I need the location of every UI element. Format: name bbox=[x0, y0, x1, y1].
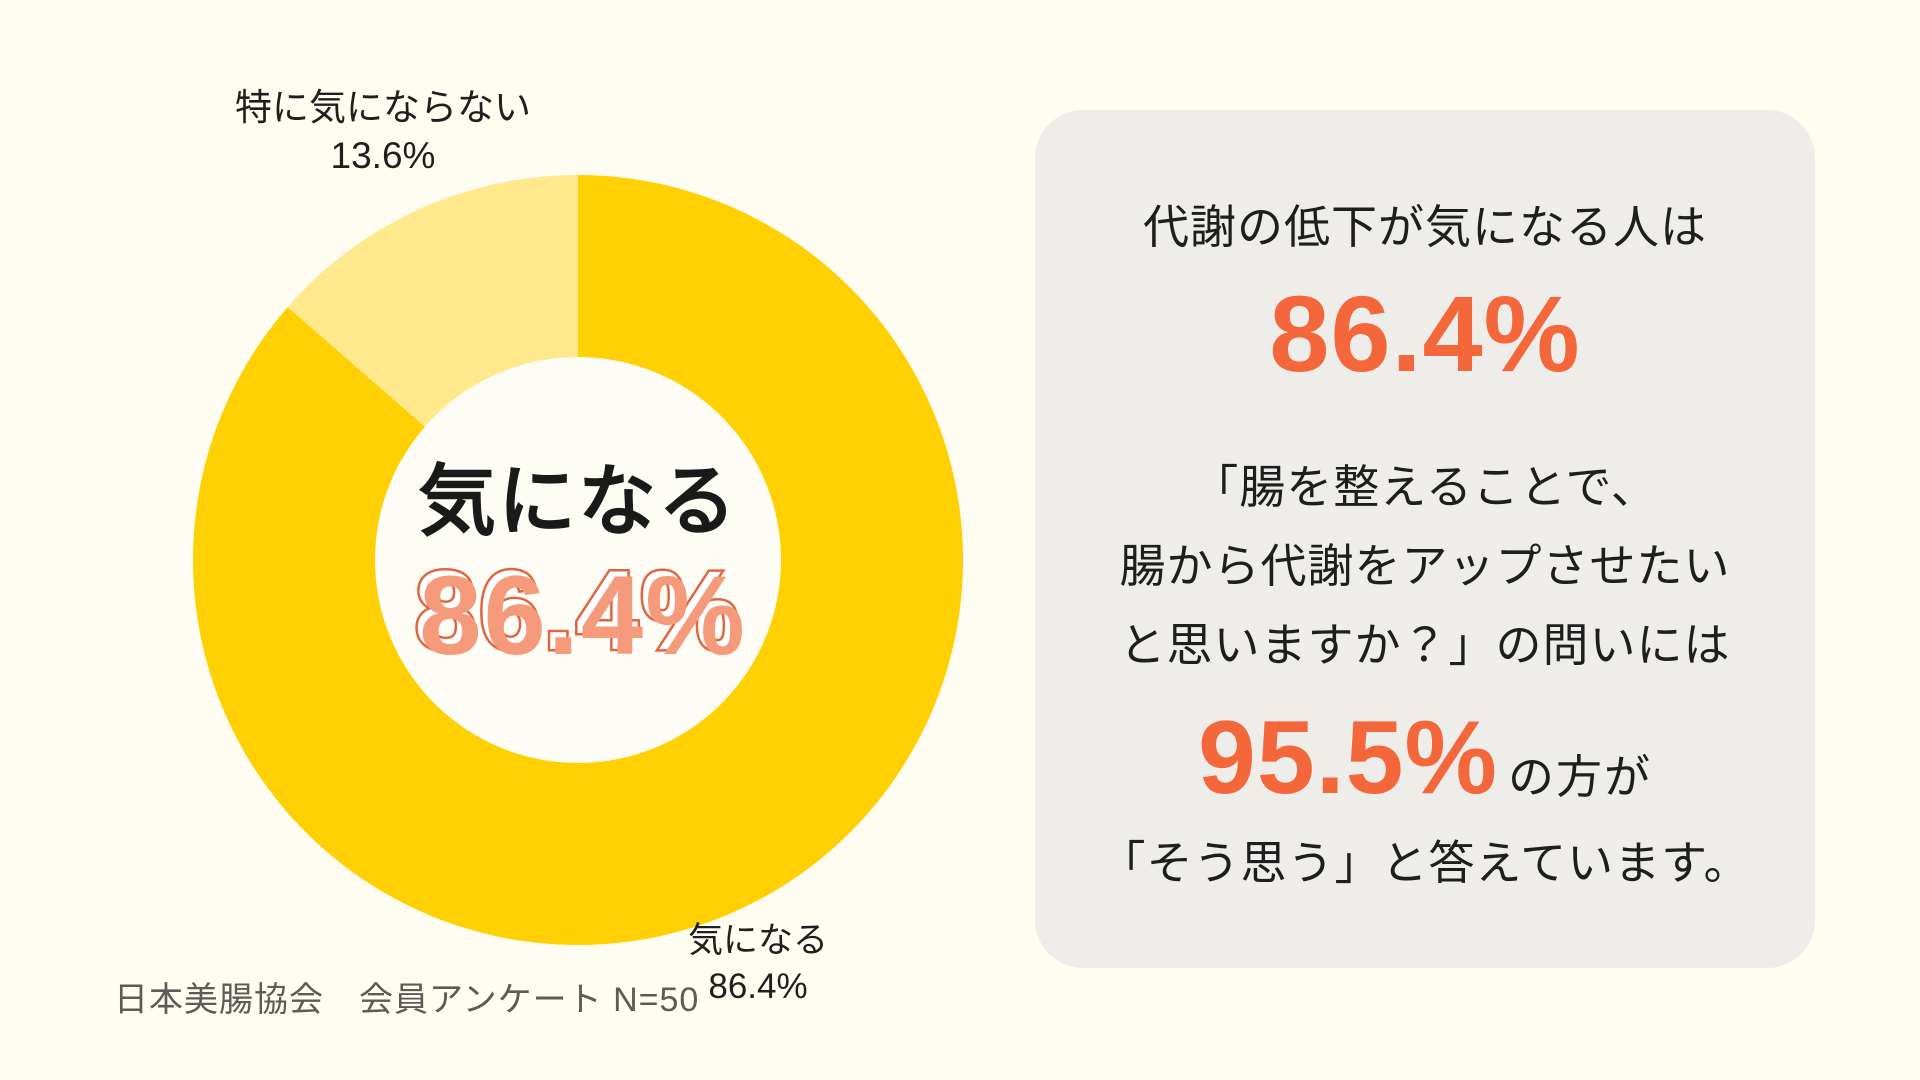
card-stat-suffix: の方が bbox=[1507, 751, 1652, 804]
donut-hole: 気になる 86.4% 86.4% bbox=[375, 357, 781, 763]
card-question-line-1: 「腸を整えることで、 bbox=[1192, 460, 1658, 513]
card-intro-text: 代謝の低下が気になる人は bbox=[1143, 201, 1707, 253]
donut-center-value-outline: 86.4% bbox=[412, 547, 743, 673]
slice-label-not-concerned: 特に気にならない 13.6% bbox=[223, 84, 543, 180]
survey-source-note: 日本美腸協会 会員アンケート N=50 bbox=[114, 981, 700, 1019]
slice-label-not-concerned-value: 13.6% bbox=[330, 135, 436, 177]
card-conclusion-text: 「そう思う」と答えています。 bbox=[1099, 836, 1751, 889]
slice-label-concerned-value: 86.4% bbox=[708, 966, 808, 1006]
card-question-text: 「腸を整えることで、 腸から代謝をアップさせたい と思いますか？」の問いには bbox=[1120, 448, 1731, 685]
donut-center-title: 気になる bbox=[417, 457, 738, 546]
slice-label-not-concerned-text: 特に気にならない bbox=[235, 87, 531, 128]
summary-card: 代謝の低下が気になる人は 86.4% 「腸を整えることで、 腸から代謝をアップさ… bbox=[1035, 110, 1815, 968]
card-question-line-3: と思いますか？」の問いには bbox=[1119, 619, 1731, 672]
donut-center-value: 86.4% 86.4% bbox=[412, 552, 745, 672]
slice-label-concerned: 気になる 86.4% bbox=[638, 918, 878, 1009]
card-stat-86-percent: 86.4% bbox=[1269, 272, 1581, 394]
card-stat-95-percent: 95.5% bbox=[1198, 700, 1498, 817]
card-stat-row: 95.5% の方が bbox=[1198, 699, 1652, 819]
card-question-line-2: 腸から代謝をアップさせたい bbox=[1119, 540, 1731, 593]
slice-label-concerned-text: 気になる bbox=[687, 921, 828, 960]
donut-chart: 気になる 86.4% 86.4% bbox=[193, 175, 963, 945]
donut-center-value-fill: 86.4% bbox=[419, 552, 747, 678]
